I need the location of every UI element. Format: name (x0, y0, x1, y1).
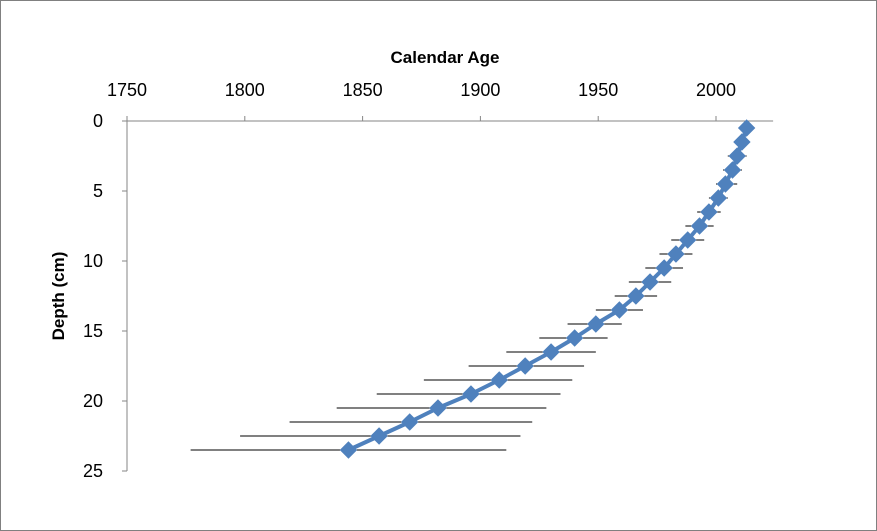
x-tick-label: 2000 (696, 80, 736, 100)
data-point-marker (339, 441, 358, 459)
y-axis-title: Depth (cm) (49, 252, 68, 341)
data-point-marker (370, 427, 388, 445)
data-point-marker (401, 413, 419, 431)
data-point-marker (542, 343, 560, 361)
data-point-marker (667, 245, 685, 263)
data-point-marker (587, 315, 605, 333)
data-point-marker (516, 357, 534, 375)
data-point-marker (709, 189, 728, 207)
x-tick-label: 1900 (460, 80, 500, 100)
y-tick-label: 5 (93, 181, 103, 201)
y-tick-label: 25 (83, 461, 103, 481)
data-point-marker (565, 329, 584, 347)
data-point-marker (462, 385, 480, 403)
series-line-layer (347, 127, 749, 452)
data-point-marker (716, 175, 735, 193)
y-tick-label: 10 (83, 251, 103, 271)
tick-labels: 1750 1800 1850 1900 1950 2000 0 5 10 15 20 25 (83, 80, 736, 481)
data-point-marker (627, 287, 645, 305)
data-point-marker (737, 119, 756, 137)
y-tick-label: 0 (93, 111, 103, 131)
x-axis-title: Calendar Age (391, 48, 500, 67)
series-markers (339, 119, 756, 459)
y-tick-label: 15 (83, 321, 103, 341)
data-point-marker (490, 371, 508, 389)
data-point-marker (429, 399, 447, 417)
x-tick-label: 1750 (107, 80, 147, 100)
x-tick-label: 1850 (343, 80, 383, 100)
data-point-marker (700, 203, 718, 221)
x-tick-label: 1800 (225, 80, 265, 100)
x-tick-label: 1950 (578, 80, 618, 100)
axes (122, 116, 774, 472)
series-line (347, 127, 749, 452)
data-point-marker (723, 161, 742, 179)
data-point-marker (679, 231, 697, 249)
data-point-marker (655, 259, 673, 277)
y-tick-label: 20 (83, 391, 103, 411)
data-point-marker (610, 301, 629, 319)
data-point-marker (690, 217, 709, 235)
data-point-marker (733, 133, 751, 151)
data-point-marker (728, 147, 746, 165)
data-point-marker (641, 273, 659, 291)
